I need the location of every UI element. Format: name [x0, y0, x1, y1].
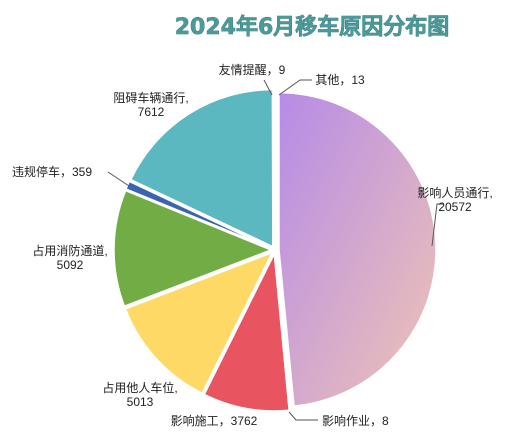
slice-label-6: 违规停车，359: [12, 164, 92, 179]
leader-line-2: [288, 411, 318, 421]
slice-label-2: 影响作业，8: [322, 413, 389, 428]
leader-line-8: [263, 79, 273, 96]
pie-slices: [113, 88, 437, 412]
slice-label-5: 占用消防通道, 5092: [32, 243, 107, 272]
pie-slice-5: [113, 189, 274, 308]
leader-lines: [107, 79, 443, 421]
pie-slice-2: [274, 253, 292, 412]
chart-title: 2024年6月移车原因分布图: [175, 14, 450, 40]
pie-slice-1: [278, 92, 437, 407]
slice-label-8: 友情提醒，9: [219, 62, 286, 77]
slice-label-4: 占用他人车位, 5013: [102, 380, 177, 409]
slice-label-3: 影响施工，3762: [171, 413, 258, 428]
leader-line-9: [278, 79, 312, 96]
slice-label-1: 影响人员通行, 20572: [417, 185, 492, 214]
leader-line-1: [431, 203, 443, 247]
slice-labels: 影响人员通行, 20572 影响作业，8 影响施工，3762 占用他人车位, 5013 占用…: [12, 62, 493, 428]
slice-label-7: 阻碍车辆通行, 7612: [113, 90, 188, 119]
pie-slice-7: [129, 88, 274, 248]
pie-slice-4: [124, 251, 274, 395]
leader-line-6: [107, 171, 130, 187]
pie-slice-3: [203, 251, 290, 412]
slice-label-9: 其他，13: [315, 73, 365, 87]
